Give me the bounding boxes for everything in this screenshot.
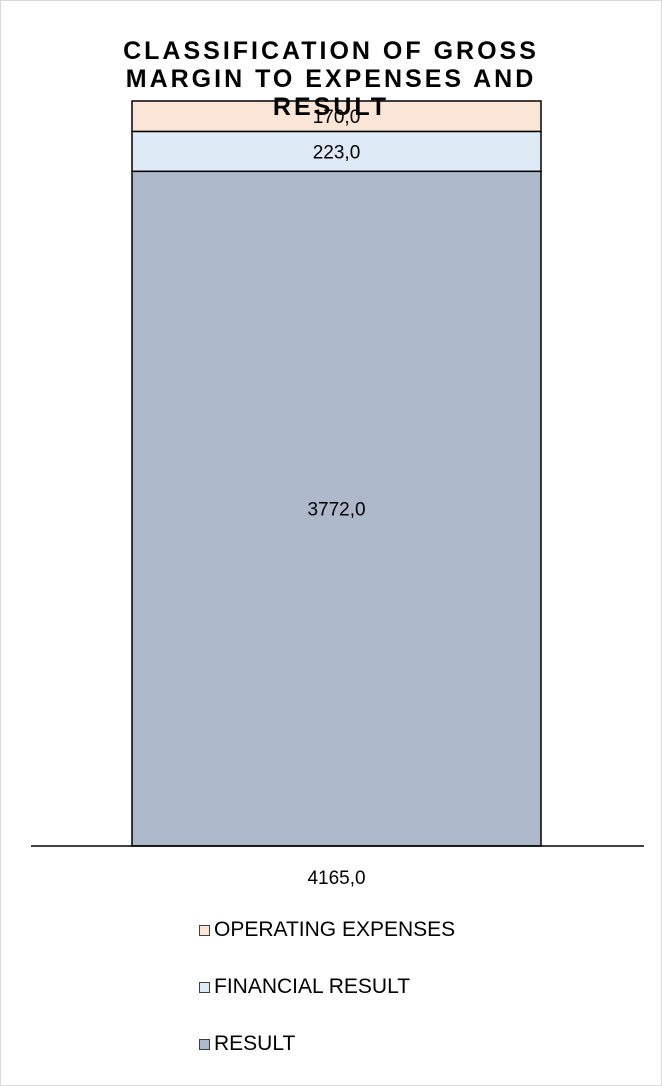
chart-title: CLASSIFICATION OF GROSS MARGIN TO EXPENS… <box>123 37 539 121</box>
legend-swatch <box>199 981 210 993</box>
legend-item-operating-expenses: OPERATING EXPENSES <box>199 915 455 945</box>
legend-label: RESULT <box>214 1032 296 1055</box>
legend-item-result: RESULT <box>199 1029 455 1059</box>
bar-segment-result <box>131 170 542 847</box>
data-label-result: 3772,0 <box>307 500 365 521</box>
bar-segment-financial-result <box>131 130 542 173</box>
legend-swatch <box>199 1038 210 1050</box>
data-label-financial-result: 223,0 <box>313 142 361 163</box>
legend-item-financial-result: FINANCIAL RESULT <box>199 972 455 1002</box>
legend: OPERATING EXPENSES FINANCIAL RESULT RESULT <box>199 915 455 1086</box>
legend-label: OPERATING EXPENSES <box>214 918 456 941</box>
x-tick-label: 4165,0 <box>307 868 365 889</box>
data-label-operating-expenses: 170,0 <box>313 107 361 128</box>
legend-label: FINANCIAL RESULT <box>214 975 411 998</box>
legend-swatch <box>199 924 210 936</box>
bar-segment-operating-expenses <box>131 100 542 133</box>
